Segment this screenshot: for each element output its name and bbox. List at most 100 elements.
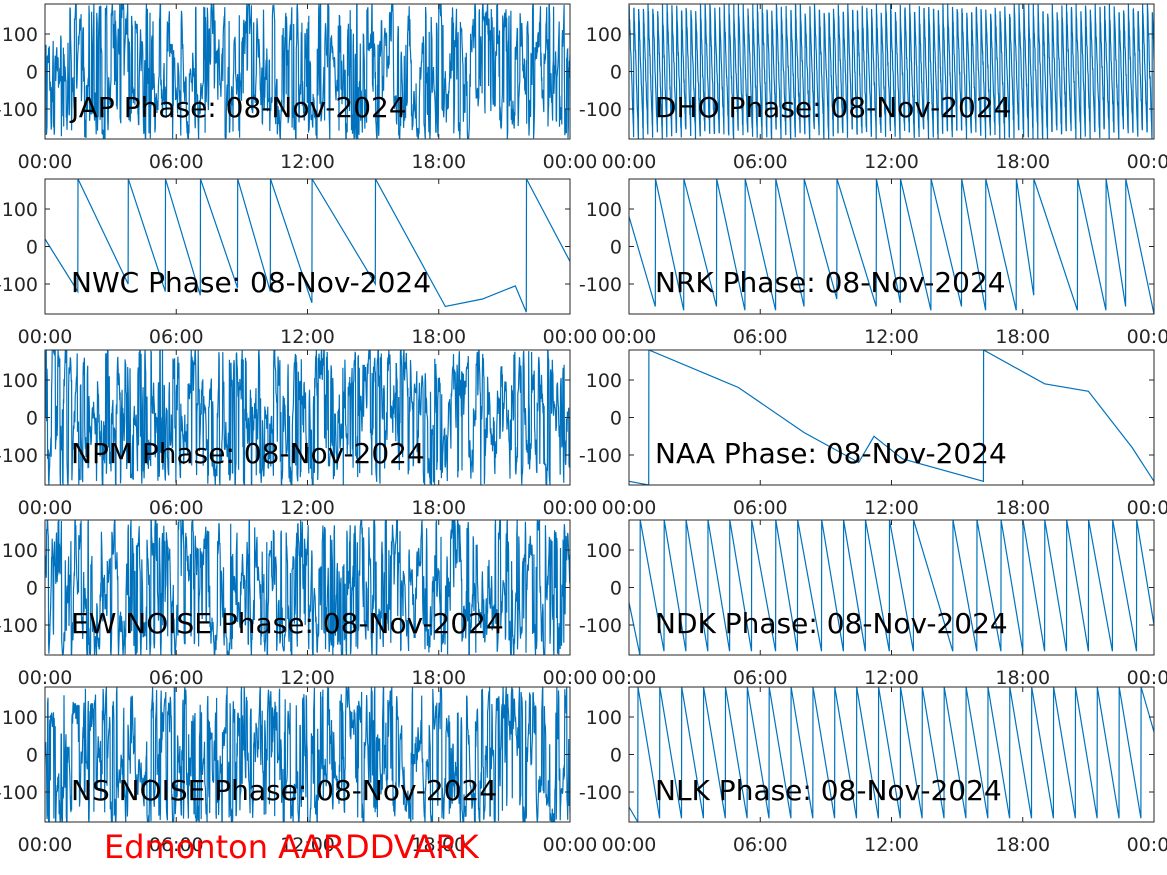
x-tick-label: 00:00 xyxy=(18,834,73,856)
y-tick-label: -100 xyxy=(579,274,622,296)
y-tick-label: 100 xyxy=(586,370,622,392)
subplot-9: -100 0 100 00:00 06:00 12:00 18:00 00:00 NS NOIS… xyxy=(0,686,598,856)
x-tick-label: 06:00 xyxy=(733,326,788,348)
x-tick-label: 00:00 xyxy=(602,151,657,173)
phase-trace xyxy=(629,520,1154,655)
x-tick-label: 00:00 xyxy=(602,326,657,348)
subplot-6: -100 0 100 00:00 06:00 12:00 18:00 00:00 NAA Pha… xyxy=(579,349,1167,519)
y-tick-label: 100 xyxy=(586,707,622,729)
x-tick-label: 00:00 xyxy=(602,834,657,856)
y-tick-label: -100 xyxy=(0,99,38,121)
x-tick-label: 00:00 xyxy=(602,497,657,519)
phase-trace xyxy=(45,350,570,485)
x-tick-label: 18:00 xyxy=(411,497,466,519)
station-label: Edmonton AARDDVARK xyxy=(104,828,479,866)
x-tick-label: 12:00 xyxy=(864,497,919,519)
y-tick-label: 0 xyxy=(610,237,622,259)
subplot-1: -100 0 100 00:00 06:00 12:00 18:00 00:00 JAP Pha… xyxy=(0,3,598,173)
x-tick-label: 06:00 xyxy=(733,667,788,689)
x-tick-label: 12:00 xyxy=(280,497,335,519)
y-tick-label: -100 xyxy=(579,615,622,637)
x-tick-label: 12:00 xyxy=(864,326,919,348)
x-tick-label: 00:00 xyxy=(1127,151,1167,173)
y-tick-label: 100 xyxy=(2,199,38,221)
x-tick-label: 18:00 xyxy=(411,151,466,173)
y-tick-label: 100 xyxy=(586,24,622,46)
x-tick-label: 00:00 xyxy=(543,497,598,519)
x-tick-label: 00:00 xyxy=(543,834,598,856)
subplot-title: JAP Phase: 08-Nov-2024 xyxy=(69,91,407,124)
y-tick-label: 0 xyxy=(26,745,38,767)
x-tick-label: 18:00 xyxy=(411,326,466,348)
y-tick-label: 100 xyxy=(586,199,622,221)
phase-trace xyxy=(629,350,1154,485)
x-tick-label: 00:00 xyxy=(543,326,598,348)
x-tick-label: 00:00 xyxy=(543,151,598,173)
phase-trace xyxy=(629,179,1154,314)
y-tick-label: 0 xyxy=(26,578,38,600)
x-tick-label: 18:00 xyxy=(995,497,1050,519)
phase-trace xyxy=(45,4,570,139)
x-tick-label: 00:00 xyxy=(543,667,598,689)
subplot-2: -100 0 100 00:00 06:00 12:00 18:00 00:00 DHO Pha… xyxy=(579,3,1167,173)
y-tick-label: -100 xyxy=(0,274,38,296)
y-tick-label: 0 xyxy=(26,408,38,430)
y-tick-label: -100 xyxy=(0,615,38,637)
y-tick-label: 0 xyxy=(610,62,622,84)
y-tick-label: -100 xyxy=(579,445,622,467)
subplot-title: EW NOISE Phase: 08-Nov-2024 xyxy=(71,607,504,640)
x-tick-label: 12:00 xyxy=(864,151,919,173)
subplot-title: DHO Phase: 08-Nov-2024 xyxy=(655,91,1011,124)
x-tick-label: 18:00 xyxy=(411,667,466,689)
x-tick-label: 06:00 xyxy=(733,151,788,173)
subplot-3: -100 0 100 00:00 06:00 12:00 18:00 00:00 NWC Pha… xyxy=(0,178,598,348)
x-tick-label: 06:00 xyxy=(733,497,788,519)
x-tick-label: 06:00 xyxy=(149,834,204,856)
phase-trace xyxy=(45,520,570,655)
y-tick-label: 0 xyxy=(26,237,38,259)
y-tick-label: -100 xyxy=(579,99,622,121)
x-tick-label: 00:00 xyxy=(1127,497,1167,519)
y-tick-label: 100 xyxy=(586,540,622,562)
phase-trace xyxy=(629,687,1154,822)
subplot-8: -100 0 100 00:00 06:00 12:00 18:00 00:00 NDK Pha… xyxy=(579,519,1167,689)
x-tick-label: 18:00 xyxy=(995,667,1050,689)
x-tick-label: 00:00 xyxy=(602,667,657,689)
x-tick-label: 06:00 xyxy=(733,834,788,856)
y-tick-label: -100 xyxy=(579,782,622,804)
phase-trace xyxy=(45,687,570,822)
subplot-title: NRK Phase: 08-Nov-2024 xyxy=(655,266,1006,299)
y-tick-label: 0 xyxy=(610,408,622,430)
subplot-5: -100 0 100 00:00 06:00 12:00 18:00 00:00 NPM Pha… xyxy=(0,349,598,519)
x-tick-label: 12:00 xyxy=(280,834,335,856)
x-tick-label: 12:00 xyxy=(280,667,335,689)
x-tick-label: 06:00 xyxy=(149,326,204,348)
phase-trace xyxy=(45,179,570,313)
x-tick-label: 00:00 xyxy=(18,497,73,519)
subplot-title: NWC Phase: 08-Nov-2024 xyxy=(71,266,431,299)
x-tick-label: 12:00 xyxy=(280,326,335,348)
y-tick-label: 100 xyxy=(2,707,38,729)
x-tick-label: 12:00 xyxy=(280,151,335,173)
y-tick-label: 100 xyxy=(2,370,38,392)
subplot-title: NS NOISE Phase: 08-Nov-2024 xyxy=(71,774,497,807)
y-tick-label: -100 xyxy=(0,445,38,467)
x-tick-label: 00:00 xyxy=(1127,326,1167,348)
x-tick-label: 00:00 xyxy=(18,326,73,348)
y-tick-label: 0 xyxy=(610,745,622,767)
x-tick-label: 18:00 xyxy=(995,151,1050,173)
x-tick-label: 00:00 xyxy=(18,667,73,689)
subplot-7: -100 0 100 00:00 06:00 12:00 18:00 00:00 EW NOIS… xyxy=(0,519,598,689)
x-tick-label: 00:00 xyxy=(18,151,73,173)
x-tick-label: 12:00 xyxy=(864,667,919,689)
subplot-4: -100 0 100 00:00 06:00 12:00 18:00 00:00 NRK Pha… xyxy=(579,178,1167,348)
x-tick-label: 18:00 xyxy=(995,834,1050,856)
subplot-10: -100 0 100 00:00 06:00 12:00 18:00 00:00 NLK Pha… xyxy=(579,686,1167,856)
subplot-title: NLK Phase: 08-Nov-2024 xyxy=(655,774,1002,807)
y-tick-label: 0 xyxy=(610,578,622,600)
y-tick-label: 0 xyxy=(26,62,38,84)
x-tick-label: 00:00 xyxy=(1127,667,1167,689)
y-tick-label: -100 xyxy=(0,782,38,804)
y-tick-label: 100 xyxy=(2,540,38,562)
